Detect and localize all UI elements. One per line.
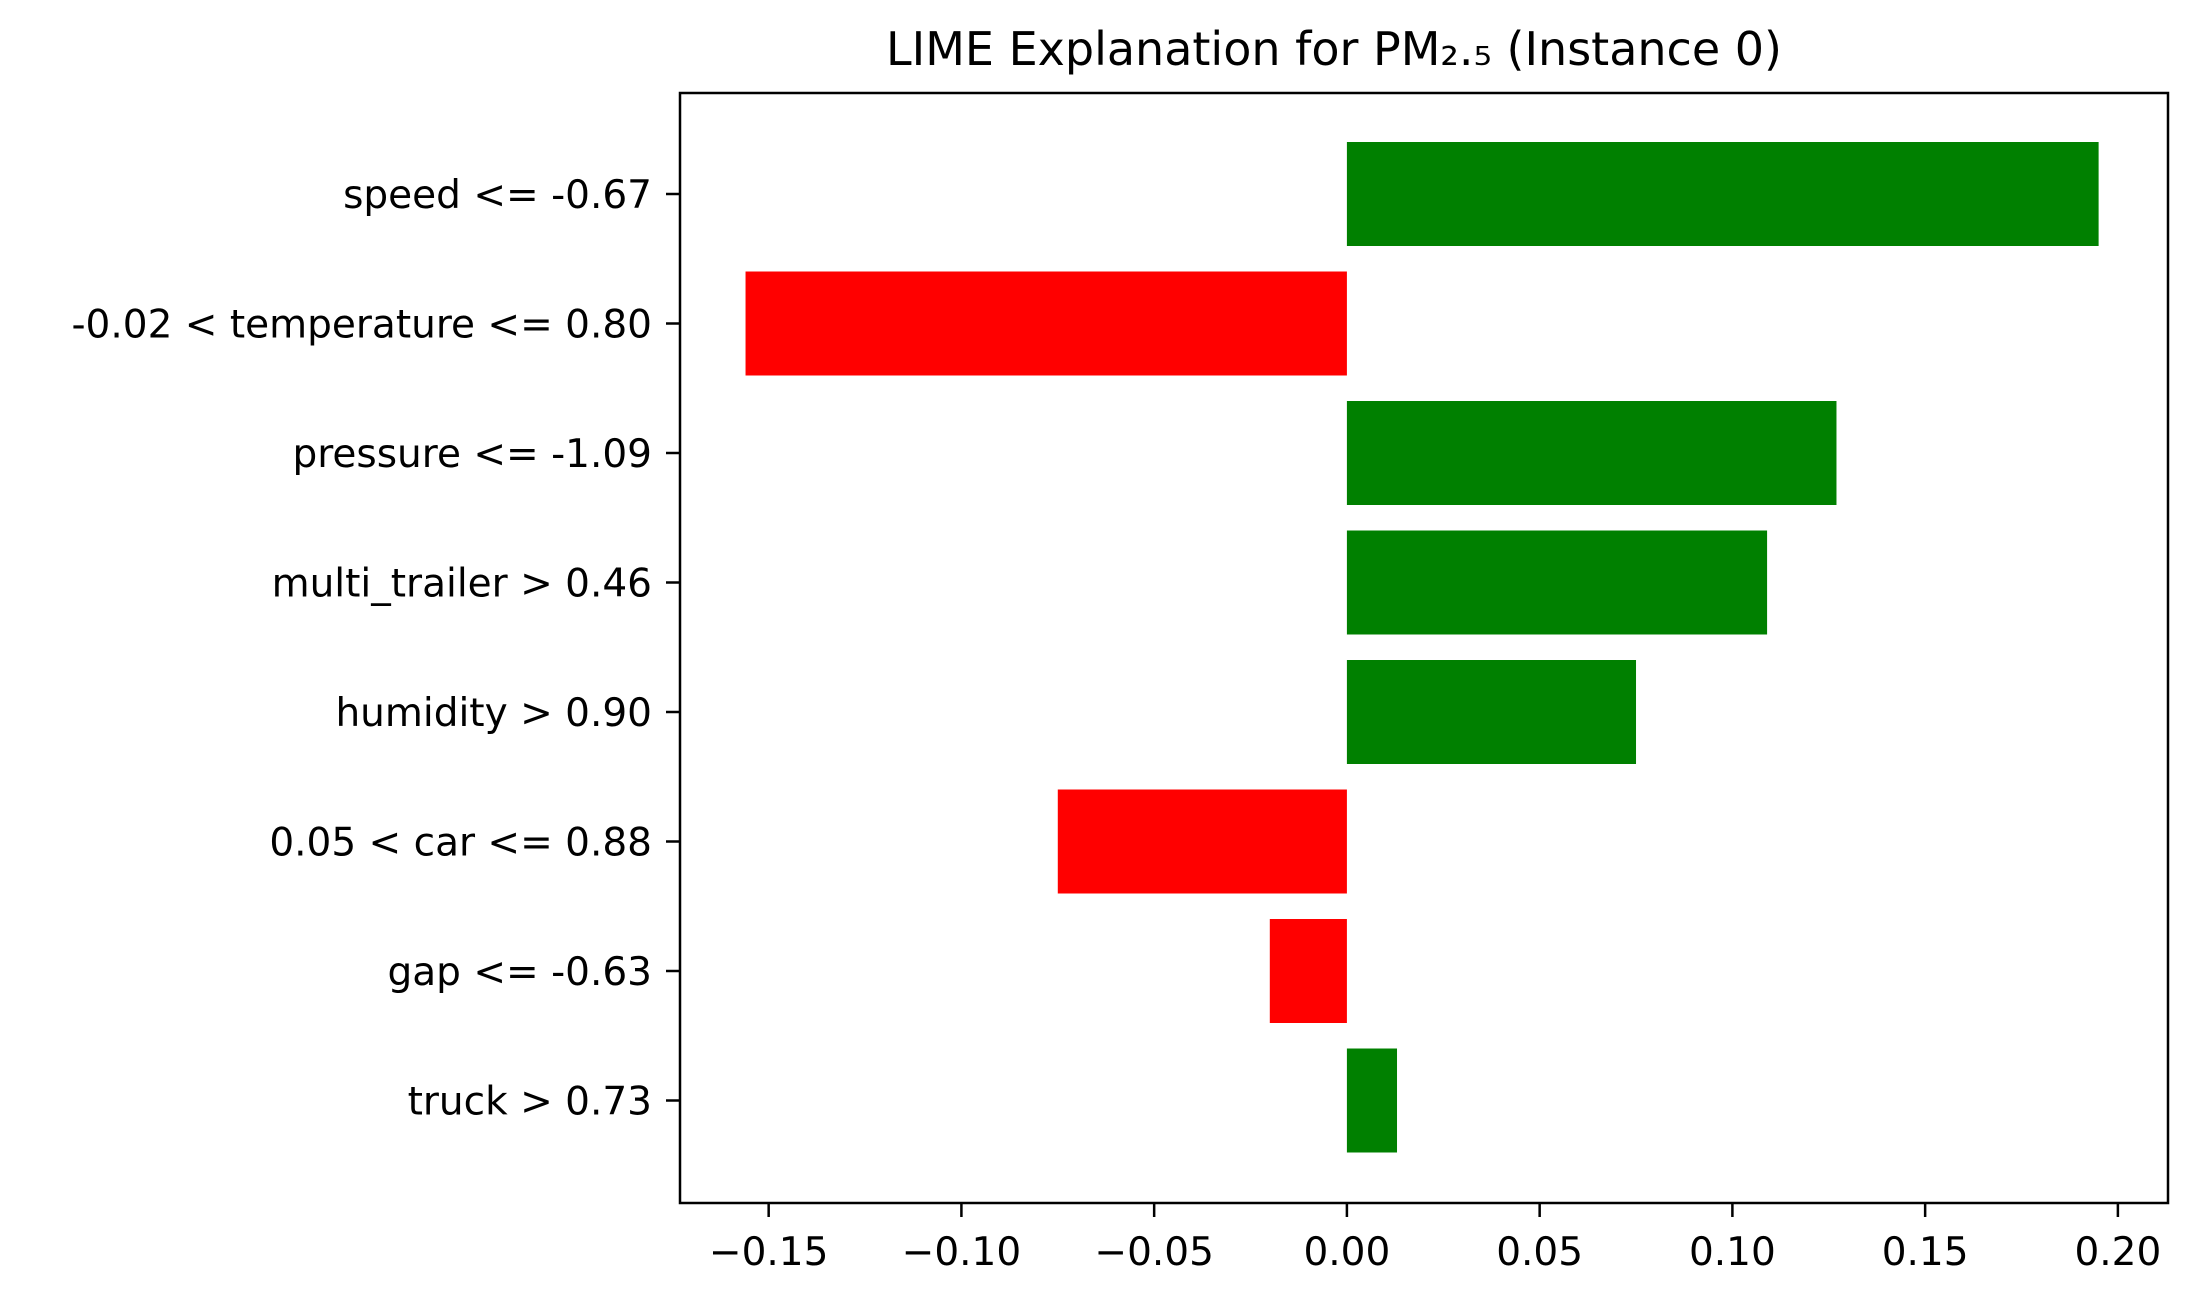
y-tick-labels: speed <= -0.67 -0.02 < temperature <= 0.8… — [71, 173, 680, 1125]
chart-title: LIME Explanation for PM₂.₅ (Instance 0) — [886, 22, 1782, 76]
x-tick-label: 0.10 — [1689, 1230, 1776, 1275]
bars-group — [745, 142, 2099, 1153]
x-tick-label: −0.15 — [709, 1230, 829, 1275]
y-tick-label: truck > 0.73 — [408, 1080, 652, 1125]
bar — [1346, 660, 1637, 764]
y-tick-label: humidity > 0.90 — [335, 691, 652, 736]
plot-frame — [678, 91, 2170, 1205]
y-tick-label: multi_trailer > 0.46 — [272, 562, 652, 607]
y-tick-label: gap <= -0.63 — [388, 950, 652, 995]
y-tick-label: pressure <= -1.09 — [292, 432, 652, 477]
x-tick-label: 0.00 — [1303, 1230, 1390, 1275]
bar — [1346, 401, 1837, 505]
bar — [1346, 1048, 1398, 1153]
y-tick-label: speed <= -0.67 — [343, 173, 652, 218]
bar — [1057, 789, 1347, 894]
bar — [745, 271, 1347, 376]
bar — [1346, 530, 1768, 635]
x-tick-label: 0.20 — [2074, 1230, 2161, 1275]
x-tick-label: −0.10 — [902, 1230, 1022, 1275]
bar — [1346, 142, 2099, 246]
y-tick-label: 0.05 < car <= 0.88 — [269, 821, 652, 866]
x-tick-label: 0.15 — [1882, 1230, 1969, 1275]
x-tick-label: 0.05 — [1496, 1230, 1583, 1275]
bar — [1269, 919, 1347, 1023]
x-tick-label: −0.05 — [1094, 1230, 1214, 1275]
y-tick-label: -0.02 < temperature <= 0.80 — [71, 303, 652, 348]
x-ticks: −0.15 −0.10 −0.05 0.00 0.05 0.10 0.15 0.20 — [709, 1203, 2161, 1275]
